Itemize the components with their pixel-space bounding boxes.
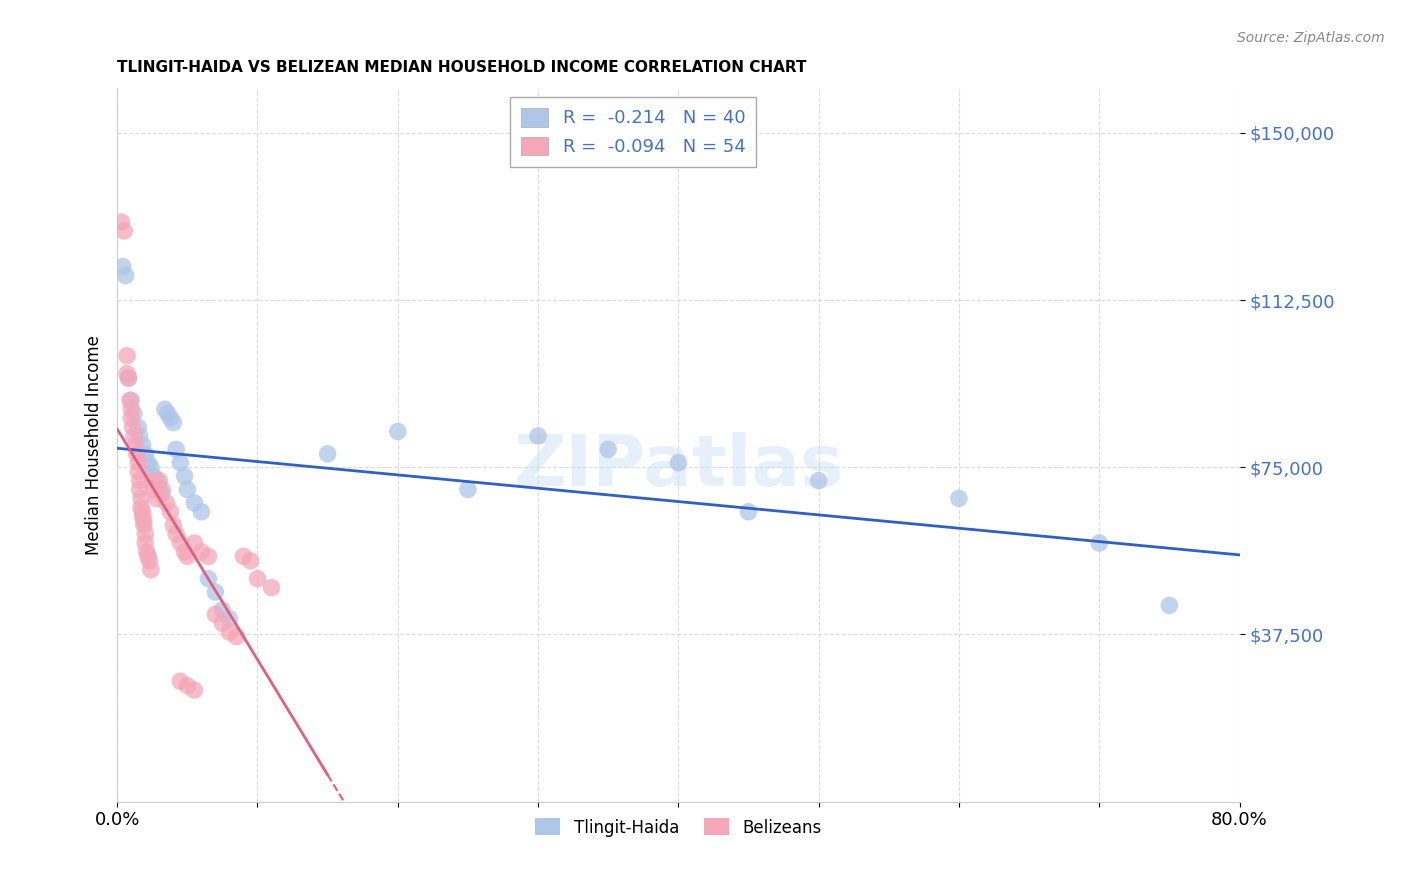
Point: [125, 447, 148, 461]
Point: [120, 402, 142, 417]
Point: [129, 491, 152, 506]
Point: [131, 509, 153, 524]
Point: [121, 420, 143, 434]
Point: [132, 518, 155, 533]
Point: [156, 407, 179, 421]
Point: [190, 505, 212, 519]
Point: [169, 456, 191, 470]
Point: [246, 572, 269, 586]
Point: [162, 416, 184, 430]
Point: [183, 536, 205, 550]
Point: [136, 456, 159, 470]
Point: [131, 438, 153, 452]
Point: [134, 527, 156, 541]
Point: [120, 393, 142, 408]
Point: [176, 483, 198, 497]
Point: [225, 630, 247, 644]
Point: [183, 683, 205, 698]
Point: [150, 487, 173, 501]
Point: [136, 549, 159, 564]
Point: [159, 411, 181, 425]
Legend: Tlingit-Haida, Belizeans: Tlingit-Haida, Belizeans: [529, 812, 828, 843]
Point: [598, 442, 620, 457]
Point: [134, 447, 156, 461]
Point: [139, 563, 162, 577]
Point: [807, 474, 830, 488]
Point: [948, 491, 970, 506]
Point: [1088, 536, 1111, 550]
Point: [127, 420, 149, 434]
Point: [117, 371, 139, 385]
Y-axis label: Median Household Income: Median Household Income: [86, 335, 103, 555]
Point: [165, 442, 187, 457]
Point: [120, 411, 142, 425]
Point: [134, 536, 156, 550]
Point: [173, 469, 195, 483]
Point: [159, 505, 181, 519]
Point: [737, 505, 759, 519]
Point: [122, 429, 145, 443]
Point: [145, 474, 167, 488]
Point: [138, 554, 160, 568]
Point: [197, 549, 219, 564]
Point: [118, 393, 141, 408]
Point: [169, 536, 191, 550]
Point: [148, 483, 170, 497]
Point: [211, 603, 233, 617]
Point: [218, 612, 240, 626]
Point: [155, 496, 177, 510]
Point: [114, 268, 136, 283]
Point: [173, 545, 195, 559]
Point: [142, 469, 165, 483]
Point: [127, 465, 149, 479]
Point: [162, 518, 184, 533]
Point: [387, 425, 409, 439]
Point: [457, 483, 479, 497]
Point: [148, 474, 170, 488]
Point: [239, 554, 262, 568]
Point: [1159, 599, 1181, 613]
Point: [232, 549, 254, 564]
Point: [150, 483, 173, 497]
Point: [122, 407, 145, 421]
Point: [190, 545, 212, 559]
Point: [131, 505, 153, 519]
Point: [176, 549, 198, 564]
Point: [183, 496, 205, 510]
Point: [260, 581, 283, 595]
Point: [204, 585, 226, 599]
Point: [169, 674, 191, 689]
Point: [141, 474, 163, 488]
Point: [128, 429, 150, 443]
Point: [135, 545, 157, 559]
Point: [139, 460, 162, 475]
Point: [124, 438, 146, 452]
Point: [112, 224, 135, 238]
Point: [153, 402, 176, 417]
Point: [666, 456, 689, 470]
Point: [218, 625, 240, 640]
Point: [211, 616, 233, 631]
Point: [127, 456, 149, 470]
Point: [204, 607, 226, 622]
Point: [176, 679, 198, 693]
Point: [165, 527, 187, 541]
Point: [128, 483, 150, 497]
Point: [115, 367, 138, 381]
Point: [142, 483, 165, 497]
Text: Source: ZipAtlas.com: Source: ZipAtlas.com: [1237, 31, 1385, 45]
Point: [197, 572, 219, 586]
Text: ZIPatlas: ZIPatlas: [513, 432, 844, 500]
Point: [115, 349, 138, 363]
Point: [316, 447, 339, 461]
Point: [129, 500, 152, 515]
Point: [111, 260, 134, 274]
Text: TLINGIT-HAIDA VS BELIZEAN MEDIAN HOUSEHOLD INCOME CORRELATION CHART: TLINGIT-HAIDA VS BELIZEAN MEDIAN HOUSEHO…: [117, 60, 807, 75]
Point: [132, 514, 155, 528]
Point: [128, 474, 150, 488]
Point: [117, 371, 139, 385]
Point: [527, 429, 550, 443]
Point: [110, 215, 132, 229]
Point: [145, 491, 167, 506]
